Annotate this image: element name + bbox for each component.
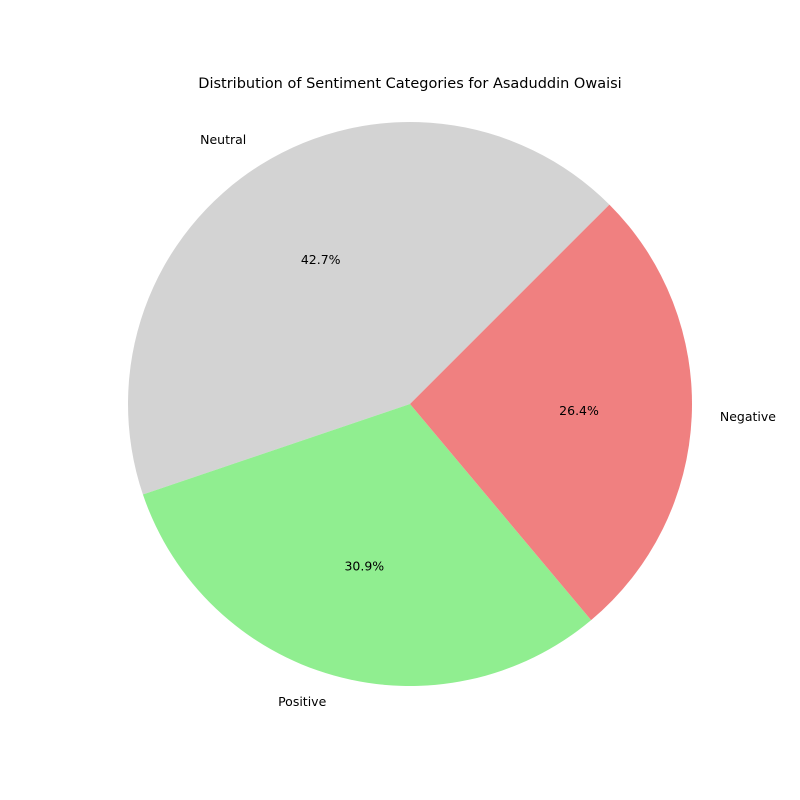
- pie-slice-neutral: [128, 122, 610, 495]
- chart-title: Distribution of Sentiment Categories for…: [198, 76, 621, 92]
- slice-label-negative: Negative: [720, 409, 776, 424]
- percent-label-neutral: 42.7%: [301, 252, 341, 267]
- percent-label-negative: 26.4%: [559, 403, 599, 418]
- pie-slice-negative: [410, 204, 692, 621]
- pie-labels: Neutral 42.7% Positive 30.9% Negative 26.4%: [200, 132, 776, 709]
- pie-slice-positive: [142, 404, 592, 687]
- slice-label-neutral: Neutral: [200, 132, 246, 147]
- percent-label-positive: 30.9%: [344, 558, 384, 573]
- pie-slices: [128, 122, 692, 687]
- slice-label-positive: Positive: [278, 694, 326, 709]
